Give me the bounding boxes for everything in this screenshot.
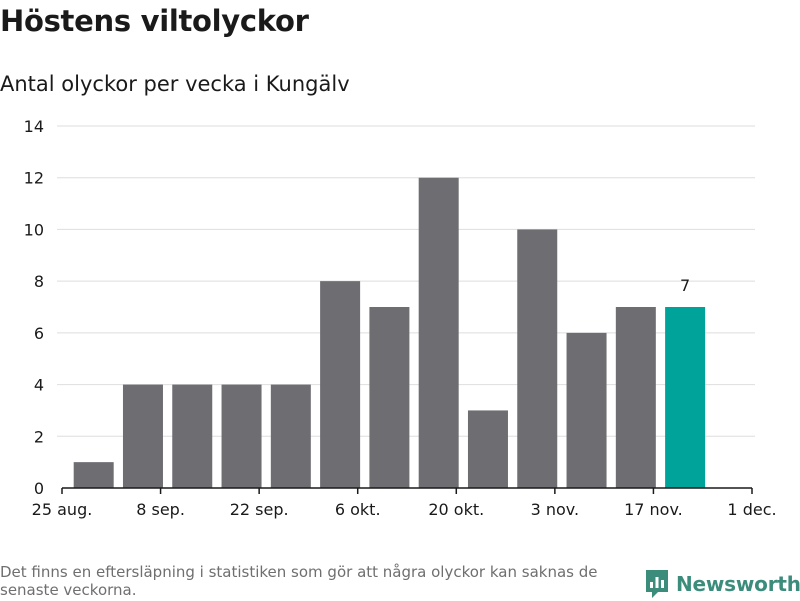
x-tick-label: 6 okt. <box>335 500 381 519</box>
bar <box>418 177 459 488</box>
newsworthy-logo-icon <box>646 570 668 598</box>
bar <box>73 462 114 488</box>
brand-name: Newsworthy <box>676 572 800 596</box>
x-tick-label: 8 sep. <box>136 500 185 519</box>
y-tick-label: 0 <box>34 479 44 498</box>
bar <box>517 229 558 488</box>
y-tick-label: 14 <box>24 117 44 136</box>
bar <box>467 410 508 488</box>
x-tick-label: 17 nov. <box>624 500 683 519</box>
bar-chart: 0 2 4 6 8 10 12 14 7 25 aug. 8 sep. 22 sep. 6 okt. 20… <box>24 117 777 519</box>
bar <box>221 384 262 488</box>
bar <box>172 384 213 488</box>
x-tick-label: 20 okt. <box>428 500 484 519</box>
y-tick-label: 2 <box>34 427 44 446</box>
bar <box>615 307 656 488</box>
bar-value-label: 7 <box>680 276 690 295</box>
x-tick-label: 3 nov. <box>531 500 580 519</box>
x-tick-label: 22 sep. <box>230 500 289 519</box>
bar <box>122 384 163 488</box>
chart-title: Höstens viltolyckor <box>0 4 309 38</box>
y-tick-label: 10 <box>24 220 44 239</box>
bar-highlighted <box>665 307 706 488</box>
y-tick-label: 6 <box>34 324 44 343</box>
y-tick-label: 12 <box>24 169 44 188</box>
y-tick-label: 4 <box>34 376 44 395</box>
x-tick-label: 25 aug. <box>32 500 93 519</box>
bar <box>566 332 607 488</box>
bar <box>270 384 311 488</box>
y-tick-label: 8 <box>34 272 44 291</box>
bar <box>320 281 361 488</box>
brand-logo: Newsworthy <box>644 567 800 601</box>
chart-subtitle: Antal olyckor per vecka i Kungälv <box>0 72 350 96</box>
footnote: Det finns en eftersläpning i statistiken… <box>0 563 598 599</box>
x-tick-label: 1 dec. <box>727 500 776 519</box>
bar <box>369 307 410 488</box>
